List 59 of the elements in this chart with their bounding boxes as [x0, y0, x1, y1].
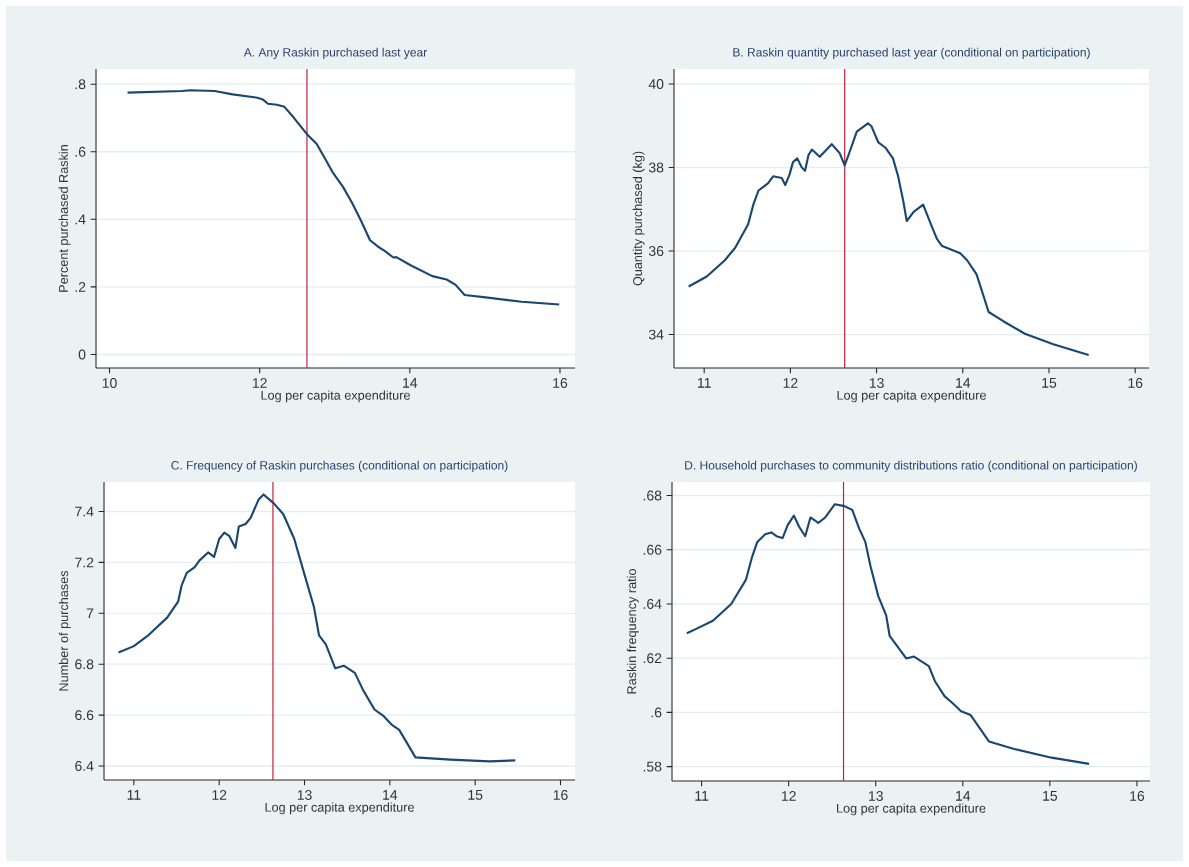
chart-title: C. Frequency of Raskin purchases (conditional on participation)	[171, 460, 508, 472]
y-tick-label: .6	[75, 146, 86, 157]
y-tick-label: 38	[648, 162, 664, 173]
x-tick-label: 15	[1042, 378, 1057, 388]
y-tick-label: 7.4	[75, 506, 94, 517]
x-axis-title: Log per capita expenditure	[261, 390, 410, 403]
y-axis-title: Number of purchases	[58, 570, 71, 691]
line-series	[687, 122, 1090, 357]
x-tick-label: 11	[697, 378, 711, 388]
y-tick-label: .6	[651, 707, 662, 718]
x-tick-label: 16	[553, 790, 568, 800]
x-tick-label: 10	[102, 378, 117, 388]
x-tick-label: 14	[956, 791, 971, 801]
y-tick-label: 6.6	[75, 710, 94, 721]
y-tick-label: .2	[75, 282, 86, 292]
y-tick-label: .66	[643, 544, 662, 555]
y-tick-label: 7.2	[75, 557, 94, 568]
x-tick-label: 13	[297, 790, 312, 800]
x-tick-label: 12	[783, 378, 798, 388]
y-tick-label: .68	[643, 490, 662, 501]
y-tick-label: .58	[643, 761, 662, 772]
x-tick-label: 15	[468, 790, 483, 800]
y-tick-label: .62	[643, 653, 662, 664]
x-tick-label: 13	[869, 378, 884, 388]
line-series	[685, 503, 1091, 765]
chart-title: A. Any Raskin purchased last year	[243, 47, 427, 59]
y-axis-title: Percent purchased Raskin	[58, 145, 71, 292]
x-tick-label: 12	[212, 790, 227, 800]
x-tick-label: 14	[403, 378, 418, 388]
y-tick-label: .8	[75, 79, 86, 90]
x-tick-label: 11	[695, 791, 709, 801]
x-tick-label: 16	[553, 378, 568, 388]
line-series	[126, 89, 561, 306]
x-tick-label: 16	[1130, 791, 1145, 801]
x-tick-label: 16	[1128, 378, 1143, 388]
y-tick-label: .64	[643, 599, 662, 609]
y-tick-label: 6.8	[75, 659, 94, 670]
y-tick-label: 7	[86, 608, 94, 619]
x-axis-title: Log per capita expenditure	[837, 390, 986, 403]
x-tick-label: 13	[869, 791, 883, 801]
chart-title: D. Household purchases to community distributions ratio (conditional on participation)	[685, 460, 1137, 472]
x-tick-label: 12	[252, 378, 267, 388]
y-tick-label: 34	[648, 329, 664, 340]
x-tick-label: 14	[956, 378, 971, 388]
x-axis-title: Log per capita expenditure	[837, 803, 986, 816]
y-tick-label: .4	[75, 214, 86, 225]
y-axis-title: Quantity purchased (kg)	[632, 151, 645, 286]
y-tick-label: 40	[648, 79, 664, 89]
x-axis-title: Log per capita expenditure	[265, 802, 414, 815]
line-series	[117, 493, 517, 763]
y-tick-label: 6.4	[75, 761, 94, 771]
x-tick-label: 12	[781, 791, 796, 801]
y-tick-label: 36	[648, 246, 664, 257]
x-tick-label: 15	[1043, 791, 1058, 801]
y-tick-label: 0	[78, 349, 86, 360]
x-tick-label: 11	[127, 790, 141, 800]
chart-title: B. Raskin quantity purchased last year (conditional on participation)	[733, 47, 1090, 59]
x-tick-label: 14	[383, 790, 398, 800]
y-axis-title: Raskin frequency ratio	[626, 569, 639, 694]
